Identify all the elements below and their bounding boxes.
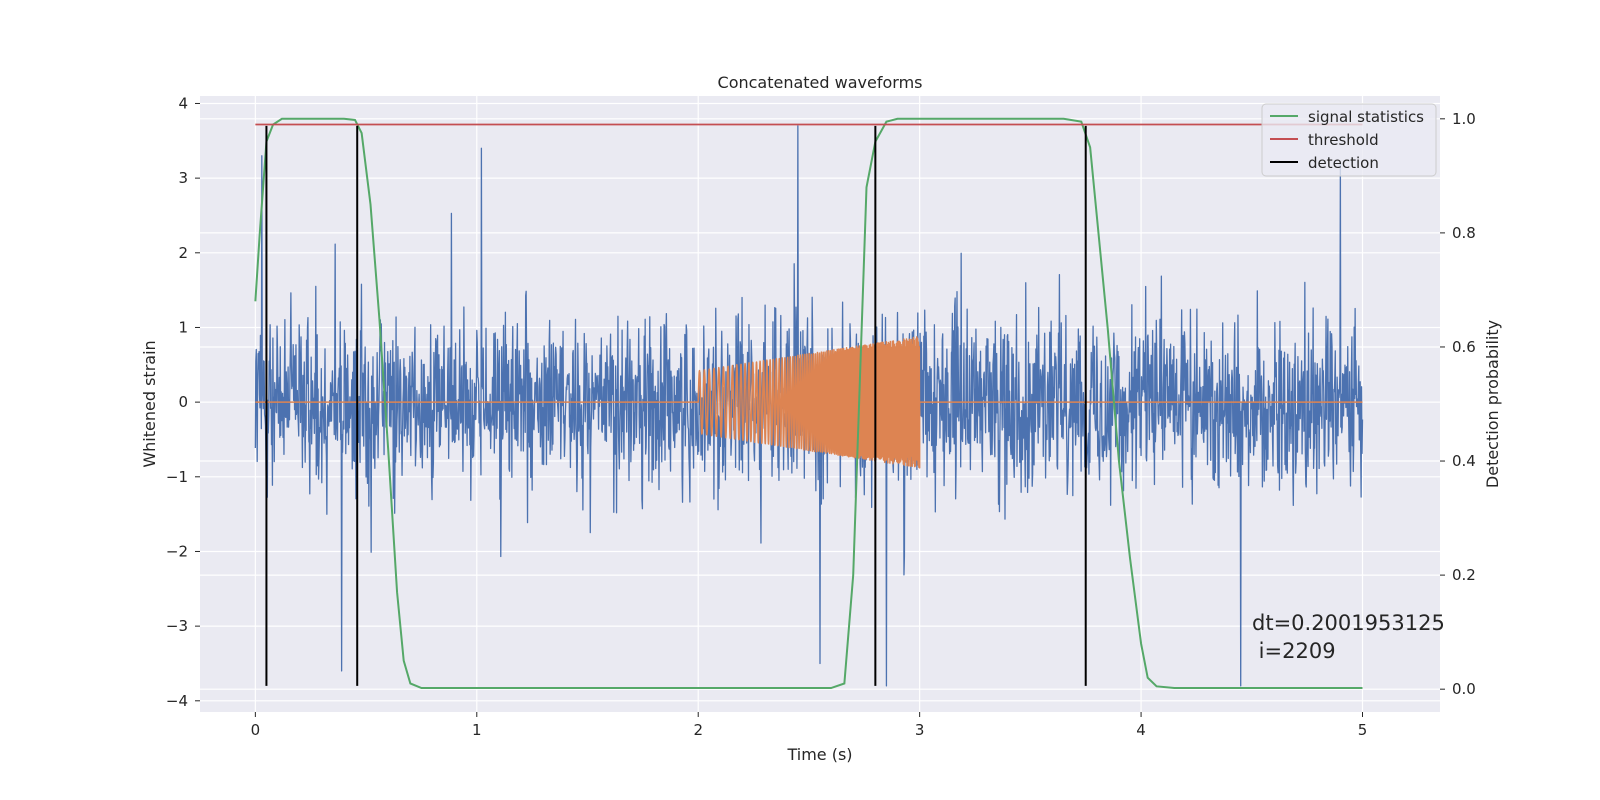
y-tick-label: 1 [178, 318, 188, 336]
y-tick-label: 3 [178, 169, 188, 187]
x-tick-label: 2 [693, 721, 703, 739]
y2-axis-label: Detection probability [1483, 320, 1502, 488]
axis-ticks: 0 1 2 3 4 5 −4 −3 −2 −1 0 1 2 3 4 0.0 0.2 0.4 0.6 0.8 1.0 [166, 94, 1476, 739]
series-injected-chirp-line [255, 336, 1363, 469]
y2-tick-label: 0.8 [1452, 224, 1476, 242]
y-tick-label: 0 [178, 393, 188, 411]
plot-series [254, 117, 1364, 690]
y-tick-label: 4 [178, 94, 188, 112]
x-axis-label: Time (s) [786, 745, 852, 764]
series-signal-statistics-line [254, 117, 1363, 690]
y-tick-label: −4 [166, 692, 188, 710]
y2-tick-label: 0.6 [1452, 338, 1476, 356]
y2-tick-label: 1.0 [1452, 110, 1476, 128]
legend-label-threshold: threshold [1308, 131, 1379, 149]
legend-label-signal-statistics: signal statistics [1308, 108, 1424, 126]
annotation: dt=0.2001953125 i=2209 [1252, 611, 1445, 663]
series-whitened-noise-line [254, 125, 1364, 687]
legend-label-detection: detection [1308, 154, 1379, 172]
x-tick-label: 3 [915, 721, 925, 739]
x-tick-label: 5 [1358, 721, 1368, 739]
chart-title: Concatenated waveforms [718, 73, 923, 92]
legend: signal statistics threshold detection [1261, 103, 1437, 177]
y2-tick-label: 0.0 [1452, 680, 1476, 698]
y2-tick-label: 0.4 [1452, 452, 1476, 470]
y-tick-label: −2 [166, 542, 188, 560]
annotation-line-1: dt=0.2001953125 [1252, 611, 1445, 635]
y-tick-label: −1 [166, 468, 188, 486]
legend-box [1261, 103, 1437, 177]
annotation-line-2: i=2209 [1252, 639, 1336, 663]
x-tick-label: 0 [251, 721, 261, 739]
x-tick-label: 4 [1136, 721, 1146, 739]
y2-tick-label: 0.2 [1452, 566, 1476, 584]
y-tick-label: 2 [178, 244, 188, 262]
y-tick-label: −3 [166, 617, 188, 635]
y-axis-label: Whitened strain [140, 340, 159, 467]
x-tick-label: 1 [472, 721, 482, 739]
